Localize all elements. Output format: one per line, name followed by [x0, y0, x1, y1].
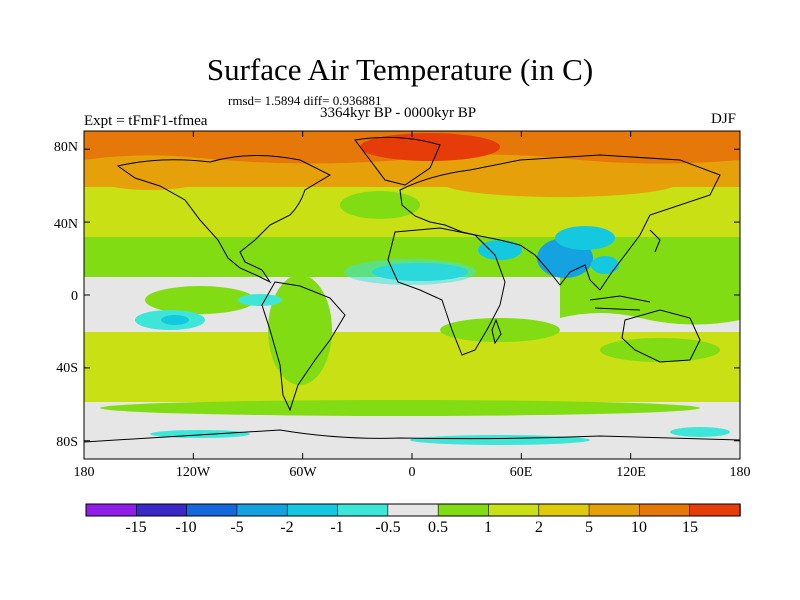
field-antarctic-cool-1	[410, 435, 590, 445]
colorbar-label: 0.5	[428, 519, 448, 536]
field-arabia-cool	[478, 240, 522, 260]
field-antarctic-cool-3	[670, 427, 730, 437]
x-tick-label: 60W	[289, 465, 317, 480]
x-tick-label: 180	[73, 465, 95, 480]
coast-africa	[387, 227, 506, 356]
coastlines	[84, 136, 740, 443]
field-south-america-green	[268, 275, 332, 385]
coast-greenland	[354, 136, 441, 186]
colorbar-swatch	[538, 503, 590, 517]
field-southern-ocean-green	[100, 400, 700, 416]
colorbar-label: 10	[631, 519, 647, 536]
field-south-pacific-green	[600, 338, 720, 362]
period-text: 3364kyr BP - 0000kyr BP	[320, 105, 477, 121]
colorbar-label: 15	[682, 519, 698, 536]
field-sahara-cool-edge	[344, 259, 476, 285]
colorbar-label: -15	[125, 519, 147, 536]
x-tick-label: 60E	[509, 465, 533, 480]
colorbar-frame	[85, 503, 741, 517]
coast-australia	[621, 309, 701, 363]
stats-text: rmsd= 1.5894 diff= 0.936881	[228, 93, 382, 108]
colorbar-swatch	[639, 503, 691, 517]
y-tick-label: 40N	[53, 217, 78, 232]
colorbar-label: -1	[330, 519, 344, 536]
coast-north-america	[116, 155, 332, 284]
coast-japan	[649, 229, 661, 253]
colorbar-label: -5	[230, 519, 244, 536]
field-eastern-pacific-cool	[238, 294, 282, 306]
colorbar-label: 2	[535, 519, 543, 536]
coast-indonesia	[589, 295, 651, 311]
field-arctic-orange-west	[95, 166, 205, 190]
field-china-cool	[591, 256, 619, 274]
field-tibet-cool	[555, 226, 615, 250]
colorbar-swatch	[337, 503, 389, 517]
colorbar-swatch	[236, 503, 288, 517]
colorbar-swatch	[85, 503, 138, 517]
coast-south-america	[261, 281, 346, 412]
axis-ticks	[83, 131, 741, 459]
y-tick-label: 80N	[53, 140, 78, 155]
colorbar-swatch	[437, 503, 490, 517]
x-tick-label: 120W	[175, 465, 211, 480]
y-tick-label: 0	[71, 289, 78, 304]
colorbar-swatch	[387, 503, 439, 517]
coast-europe-asia	[399, 154, 721, 291]
season-label: DJF	[711, 111, 737, 127]
colorbar	[85, 503, 741, 517]
colorbar-swatch	[286, 503, 339, 517]
coast-antarctica	[84, 429, 740, 443]
colorbar-label: -10	[175, 519, 197, 536]
colorbar-swatch	[488, 503, 540, 517]
colorbar-swatch	[689, 503, 741, 517]
field-siberia-orange	[440, 167, 680, 197]
field-greenland-hottest	[360, 133, 500, 161]
colorbar-label: 5	[585, 519, 593, 536]
colorbar-swatch	[136, 503, 188, 517]
colorbar-label: -0.5	[375, 519, 401, 536]
x-tick-label: 180	[729, 465, 751, 480]
temperature-field	[84, 131, 740, 459]
colorbar-label: 1	[484, 519, 492, 536]
field-north-atlantic-green	[340, 191, 420, 219]
y-tick-label: 80S	[56, 435, 78, 450]
x-tick-label: 120E	[616, 465, 646, 480]
map-title: Surface Air Temperature (in C)	[206, 52, 594, 87]
field-south-pacific-cool-core	[161, 315, 189, 325]
field-eastern-pacific-green	[145, 286, 255, 314]
y-tick-label: 40S	[56, 361, 78, 376]
colorbar-swatch	[186, 503, 238, 517]
experiment-label: Expt = tFmF1-tfmea	[84, 113, 208, 129]
colorbar-swatch	[588, 503, 641, 517]
colorbar-label: -2	[280, 519, 294, 536]
x-tick-label: 0	[408, 465, 416, 480]
coast-madagascar	[491, 318, 502, 345]
